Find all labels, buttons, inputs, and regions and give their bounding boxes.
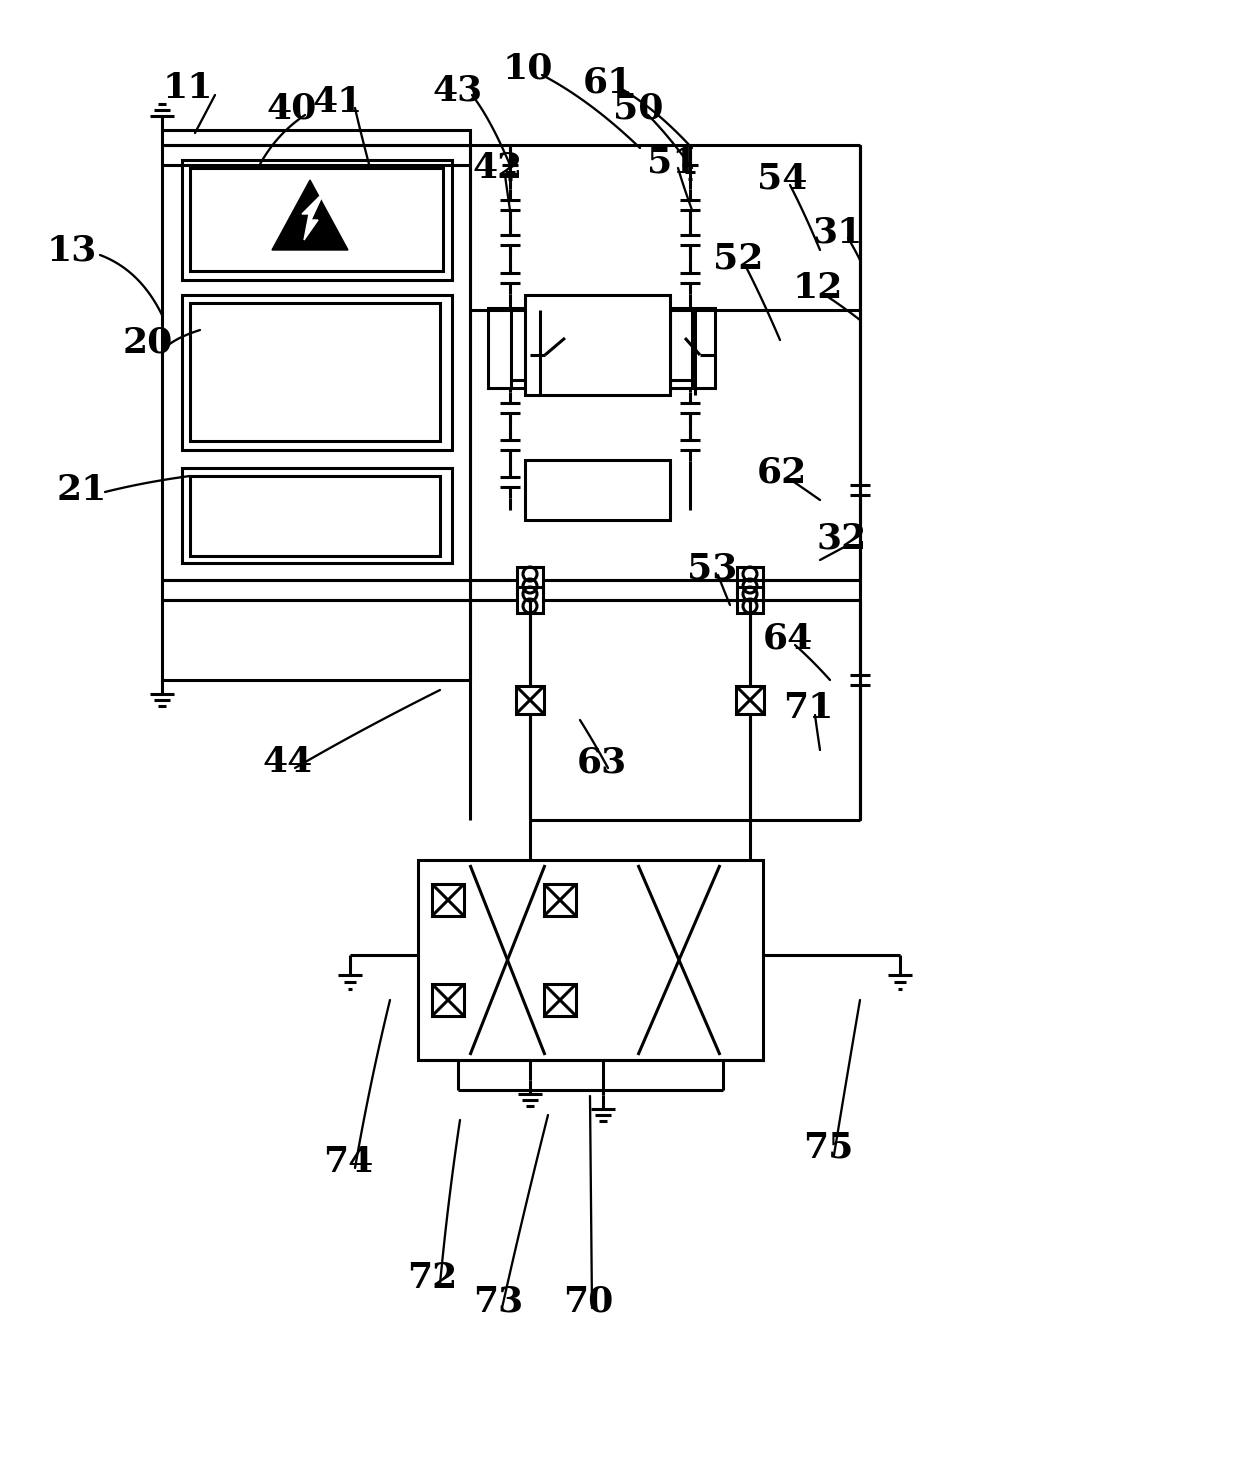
Bar [418, 859, 763, 1061]
Text: 40: 40 [267, 91, 317, 125]
Text: 70: 70 [563, 1285, 614, 1319]
Text: 72: 72 [407, 1260, 458, 1296]
Polygon shape [272, 181, 348, 250]
Text: 64: 64 [763, 621, 813, 655]
Bar [544, 884, 577, 917]
Polygon shape [303, 192, 324, 239]
Bar [670, 308, 715, 388]
Bar [544, 984, 577, 1017]
Text: 41: 41 [312, 85, 363, 119]
Text: 50: 50 [613, 91, 663, 125]
Bar [432, 884, 464, 917]
Text: 51: 51 [647, 145, 697, 179]
Text: 10: 10 [502, 51, 553, 85]
Text: 44: 44 [263, 745, 314, 779]
Text: 61: 61 [583, 65, 634, 98]
Bar [432, 984, 464, 1017]
Bar [162, 129, 470, 680]
Text: 20: 20 [123, 325, 174, 358]
Bar [516, 686, 544, 714]
Bar [737, 567, 763, 593]
Text: 75: 75 [802, 1131, 853, 1165]
Text: 31: 31 [812, 214, 863, 250]
Bar [737, 686, 764, 714]
Text: 62: 62 [756, 455, 807, 489]
Text: 52: 52 [713, 241, 763, 275]
Bar [190, 476, 440, 555]
Text: 11: 11 [162, 71, 213, 104]
Text: 42: 42 [472, 151, 523, 185]
Bar [525, 460, 670, 520]
Bar [517, 588, 543, 613]
Text: 54: 54 [756, 162, 807, 195]
Bar [182, 469, 453, 563]
Text: 74: 74 [322, 1144, 373, 1180]
Text: 32: 32 [817, 521, 867, 555]
Bar [489, 308, 534, 388]
Bar [190, 167, 443, 270]
Bar [190, 303, 440, 441]
Text: 71: 71 [782, 690, 833, 726]
Text: 43: 43 [433, 73, 484, 107]
Bar [517, 567, 543, 593]
Text: 53: 53 [687, 551, 738, 585]
Text: 63: 63 [577, 745, 627, 779]
Text: 12: 12 [792, 270, 843, 306]
Text: 73: 73 [472, 1285, 523, 1319]
Text: 13: 13 [47, 234, 97, 267]
Bar [737, 588, 763, 613]
Bar [525, 295, 670, 395]
Bar [182, 160, 453, 281]
Text: 21: 21 [57, 473, 107, 507]
Bar [182, 295, 453, 450]
